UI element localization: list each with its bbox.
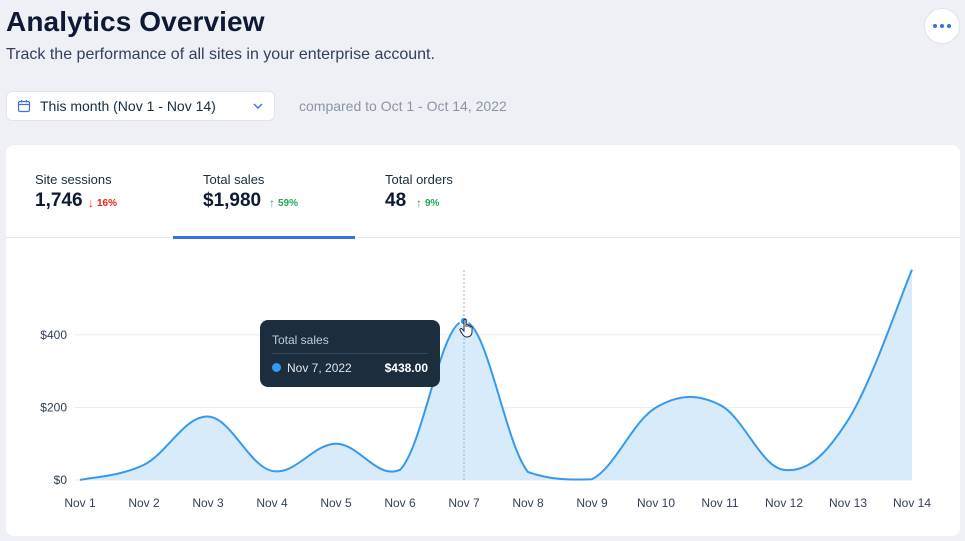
more-actions-button[interactable] bbox=[924, 8, 960, 44]
x-tick-label: Nov 5 bbox=[320, 496, 352, 510]
tooltip-date: Nov 7, 2022 bbox=[287, 361, 352, 375]
x-tick-label: Nov 9 bbox=[576, 496, 608, 510]
tooltip-value: $438.00 bbox=[384, 361, 428, 375]
hand-pointer-icon bbox=[459, 318, 473, 338]
tab-label: Total orders bbox=[385, 172, 453, 187]
calendar-icon bbox=[17, 100, 31, 113]
tab-change: ↑ 9% bbox=[416, 196, 440, 210]
x-tick-label: Nov 7 bbox=[448, 496, 480, 510]
y-tick-label: $0 bbox=[54, 473, 68, 487]
y-tick-label: $200 bbox=[40, 400, 67, 414]
x-tick-label: Nov 1 bbox=[64, 496, 96, 510]
tab-site-sessions[interactable]: Site sessions 1,746 ↓ 16% bbox=[6, 145, 173, 238]
chart-tooltip: Total sales Nov 7, 2022 $438.00 bbox=[260, 320, 440, 387]
x-tick-label: Nov 3 bbox=[192, 496, 224, 510]
tab-change: ↓ 16% bbox=[88, 196, 118, 210]
series-line bbox=[79, 269, 913, 481]
chevron-down-icon bbox=[253, 103, 263, 109]
tab-label: Total sales bbox=[203, 172, 265, 187]
x-tick-label: Nov 14 bbox=[893, 496, 931, 510]
x-tick-label: Nov 13 bbox=[829, 496, 867, 510]
tab-label: Site sessions bbox=[35, 172, 112, 187]
metric-tabs: Site sessions 1,746 ↓ 16% Total sales $1… bbox=[6, 145, 960, 239]
x-tick-label: Nov 12 bbox=[765, 496, 803, 510]
x-tick-label: Nov 2 bbox=[128, 496, 160, 510]
arrow-up-icon: ↑ bbox=[416, 196, 422, 210]
arrow-up-icon: ↑ bbox=[269, 196, 275, 210]
tab-total-orders[interactable]: Total orders 48 ↑ 9% bbox=[355, 145, 525, 238]
tab-value: 48 bbox=[385, 190, 407, 211]
x-tick-label: Nov 6 bbox=[384, 496, 416, 510]
tooltip-title: Total sales bbox=[272, 333, 329, 347]
comparison-period: compared to Oct 1 - Oct 14, 2022 bbox=[299, 98, 507, 114]
x-tick-label: Nov 10 bbox=[637, 496, 675, 510]
date-range-label: This month (Nov 1 - Nov 14) bbox=[40, 98, 216, 114]
y-tick-label: $400 bbox=[40, 328, 67, 342]
tab-value: 1,746 bbox=[35, 190, 83, 211]
page-title: Analytics Overview bbox=[6, 6, 265, 37]
tab-value: $1,980 bbox=[203, 190, 262, 211]
tab-change: ↑ 59% bbox=[269, 196, 299, 210]
date-range-dropdown[interactable]: This month (Nov 1 - Nov 14) bbox=[6, 91, 275, 121]
more-horizontal-icon bbox=[933, 24, 951, 28]
arrow-down-icon: ↓ bbox=[88, 196, 94, 210]
x-tick-label: Nov 11 bbox=[701, 496, 738, 510]
x-tick-label: Nov 8 bbox=[512, 496, 544, 510]
series-dot bbox=[272, 363, 281, 372]
page-subtitle: Track the performance of all sites in yo… bbox=[6, 46, 435, 63]
series-area bbox=[80, 269, 912, 480]
tab-total-sales[interactable]: Total sales $1,980 ↑ 59% bbox=[173, 145, 355, 239]
x-tick-label: Nov 4 bbox=[256, 496, 288, 510]
tooltip-divider bbox=[272, 353, 428, 354]
